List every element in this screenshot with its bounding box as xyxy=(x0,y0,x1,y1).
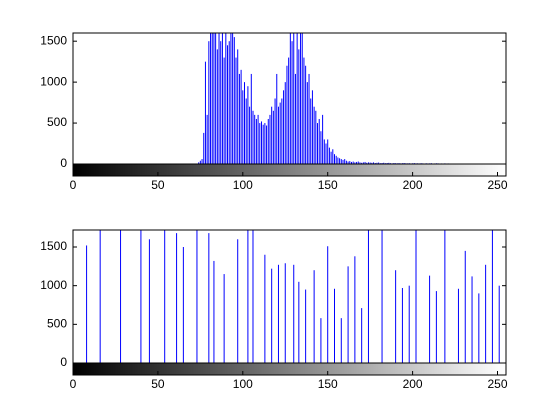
y-tick-label: 500 xyxy=(47,317,67,331)
y-tick-label: 0 xyxy=(60,156,67,170)
y-tick-label: 1500 xyxy=(40,33,67,47)
x-tick-label: 0 xyxy=(70,377,77,391)
x-tick-label: 50 xyxy=(151,178,165,192)
colorbar xyxy=(72,163,507,177)
x-tick-label: 150 xyxy=(318,178,338,192)
x-tick-label: 100 xyxy=(233,178,253,192)
x-tick-label: 100 xyxy=(233,377,253,391)
x-tick-label: 150 xyxy=(318,377,338,391)
colorbar xyxy=(72,362,507,376)
plot-area xyxy=(86,230,500,363)
x-tick-label: 200 xyxy=(403,377,423,391)
y-tick-label: 0 xyxy=(60,355,67,369)
axes-box xyxy=(72,229,507,364)
y-tick-label: 1000 xyxy=(40,74,67,88)
y-tick-label: 1500 xyxy=(40,239,67,253)
y-tick-label: 1000 xyxy=(40,278,67,292)
x-tick-label: 250 xyxy=(487,377,507,391)
x-tick-label: 250 xyxy=(487,178,507,192)
plot-area xyxy=(198,33,456,164)
x-tick-label: 50 xyxy=(151,377,165,391)
axes-box xyxy=(72,32,507,165)
y-tick-label: 500 xyxy=(47,115,67,129)
x-tick-label: 0 xyxy=(70,178,77,192)
x-tick-label: 200 xyxy=(403,178,423,192)
